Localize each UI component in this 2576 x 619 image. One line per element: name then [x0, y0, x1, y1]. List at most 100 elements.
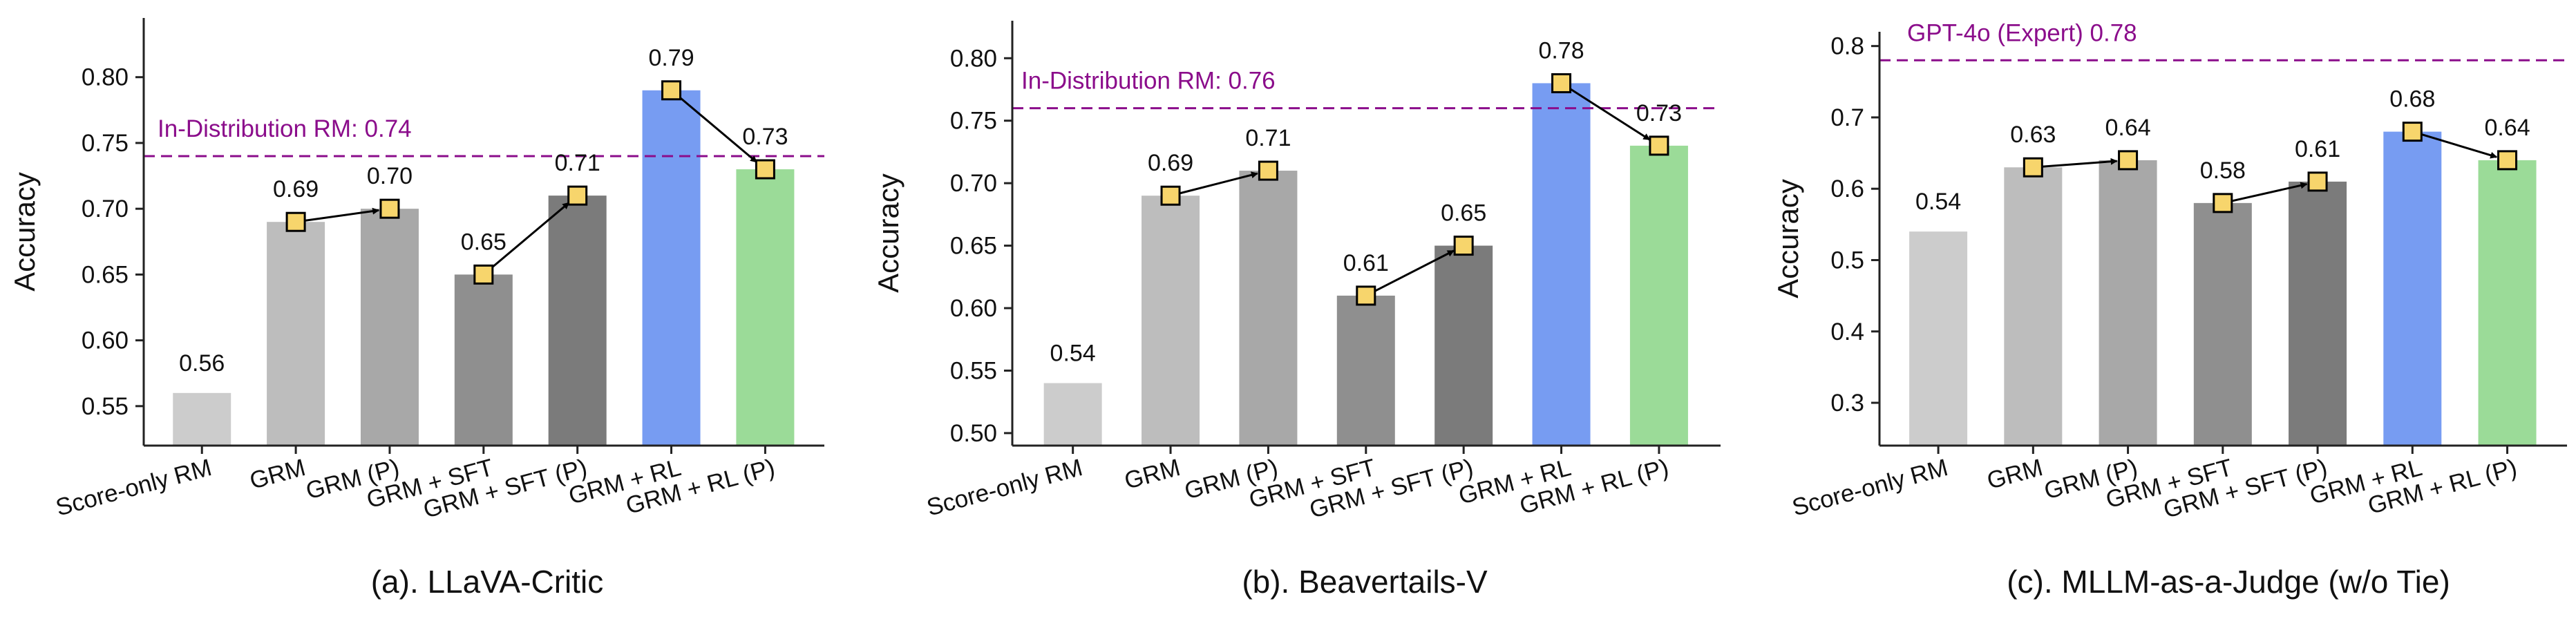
y-tick-label: 0.70 — [82, 196, 129, 222]
x-tick-label: Score-only RM — [53, 454, 215, 522]
data-label-7: 0.73 — [742, 124, 788, 150]
bar-3 — [360, 209, 419, 446]
value-marker-2 — [2023, 157, 2043, 178]
reference-line-label: GPT-4o (Expert) 0.78 — [1907, 19, 2137, 46]
bar-1 — [1909, 231, 1968, 446]
data-label-7: 0.73 — [1636, 100, 1682, 126]
value-marker-6 — [2402, 122, 2423, 142]
data-label-2: 0.69 — [1148, 150, 1193, 176]
y-tick-label: 0.5 — [1830, 247, 1864, 274]
value-marker-4 — [1356, 285, 1376, 306]
value-marker-5 — [2307, 171, 2328, 192]
value-marker-7 — [2497, 150, 2518, 171]
y-tick-label: 0.60 — [950, 295, 997, 322]
value-marker-4 — [2213, 193, 2233, 213]
y-axis-label: Accuracy — [8, 172, 41, 292]
y-tick-label: 0.3 — [1830, 390, 1864, 417]
data-label-1: 0.54 — [1915, 189, 1961, 215]
value-marker-7 — [1649, 135, 1669, 156]
value-marker-4 — [473, 264, 494, 285]
y-tick-label: 0.50 — [950, 420, 997, 447]
y-tick-label: 0.60 — [82, 327, 129, 354]
chart-title: (a). LLaVA-Critic — [371, 564, 604, 600]
bar-7 — [1629, 145, 1688, 446]
bar-5 — [2289, 181, 2347, 446]
value-marker-5 — [1453, 236, 1474, 256]
trend-arrow-2 — [490, 202, 570, 269]
bar-3 — [1239, 171, 1298, 446]
value-marker-2 — [1160, 185, 1181, 206]
value-marker-3 — [1258, 160, 1278, 181]
bar-6 — [2383, 131, 2442, 446]
data-label-4: 0.61 — [1343, 250, 1389, 276]
x-tick-label: Score-only RM — [1789, 454, 1951, 522]
data-label-3: 0.64 — [2105, 115, 2150, 141]
reference-line-label: In-Distribution RM: 0.76 — [1021, 68, 1276, 95]
value-marker-5 — [567, 185, 588, 206]
bar-6 — [1532, 83, 1591, 446]
data-label-6: 0.78 — [1538, 37, 1584, 64]
chart-title: (c). MLLM-as-a-Judge (w/o Tie) — [2007, 564, 2450, 600]
y-tick-label: 0.70 — [950, 170, 997, 197]
trend-arrow-3 — [678, 95, 758, 163]
trend-arrow-1 — [2043, 158, 2118, 168]
y-tick-label: 0.6 — [1830, 175, 1864, 202]
data-label-2: 0.69 — [273, 176, 319, 202]
value-marker-3 — [2118, 150, 2139, 171]
value-marker-2 — [285, 211, 306, 232]
trend-arrow-3 — [1569, 87, 1651, 141]
y-tick-label: 0.65 — [950, 233, 997, 260]
y-tick-label: 0.7 — [1830, 104, 1864, 131]
bar-2 — [267, 222, 325, 446]
bar-6 — [642, 90, 701, 446]
y-tick-label: 0.55 — [82, 393, 129, 420]
chart-title: (b). Beavertails-V — [1242, 564, 1488, 600]
y-tick-label: 0.65 — [82, 261, 129, 288]
data-label-7: 0.64 — [2484, 115, 2530, 141]
data-label-5: 0.61 — [2295, 136, 2340, 162]
bar-4 — [2193, 202, 2252, 446]
data-label-6: 0.68 — [2389, 86, 2435, 113]
trend-arrow-2 — [2232, 182, 2308, 202]
y-tick-label: 0.75 — [950, 108, 997, 135]
x-tick-label: GRM — [247, 454, 308, 495]
data-label-5: 0.71 — [555, 150, 600, 176]
y-axis-label: Accuracy — [872, 173, 905, 293]
bar-5 — [1434, 245, 1493, 446]
chart-panel-2: In-Distribution RM: 0.76 0.54 0.69 0.71 0.61… — [872, 21, 1721, 600]
value-marker-7 — [755, 159, 775, 180]
value-marker-6 — [661, 80, 682, 101]
data-label-1: 0.56 — [179, 350, 225, 377]
data-label-2: 0.63 — [2010, 122, 2056, 148]
chart-panel-3: GPT-4o (Expert) 0.78 0.54 0.63 0.64 0.58 0.61… — [1772, 19, 2567, 600]
data-label-4: 0.58 — [2200, 158, 2246, 184]
data-label-3: 0.70 — [367, 163, 413, 189]
value-marker-6 — [1551, 73, 1572, 93]
bar-5 — [548, 196, 607, 446]
data-label-5: 0.65 — [1441, 200, 1486, 227]
data-label-3: 0.71 — [1245, 125, 1291, 151]
y-tick-label: 0.55 — [950, 357, 997, 384]
bar-7 — [736, 169, 795, 446]
bar-7 — [2478, 160, 2537, 446]
data-label-6: 0.79 — [648, 45, 694, 71]
y-axis-label: Accuracy — [1772, 179, 1804, 298]
bar-4 — [454, 274, 513, 446]
data-label-4: 0.65 — [461, 229, 506, 255]
trend-arrow-3 — [2421, 133, 2498, 159]
bar-2 — [1142, 196, 1200, 446]
x-tick-label: GRM — [1121, 454, 1183, 495]
bar-1 — [173, 392, 231, 446]
bar-1 — [1043, 383, 1102, 446]
y-tick-label: 0.75 — [82, 130, 129, 157]
bar-4 — [1336, 295, 1395, 446]
y-tick-label: 0.80 — [950, 45, 997, 72]
x-tick-label: Score-only RM — [924, 454, 1086, 522]
y-tick-label: 0.80 — [82, 64, 129, 91]
data-label-1: 0.54 — [1050, 341, 1096, 367]
trend-arrow-1 — [305, 207, 380, 222]
bar-3 — [2099, 160, 2157, 446]
bar-2 — [2004, 167, 2063, 446]
reference-line-label: In-Distribution RM: 0.74 — [158, 115, 412, 142]
